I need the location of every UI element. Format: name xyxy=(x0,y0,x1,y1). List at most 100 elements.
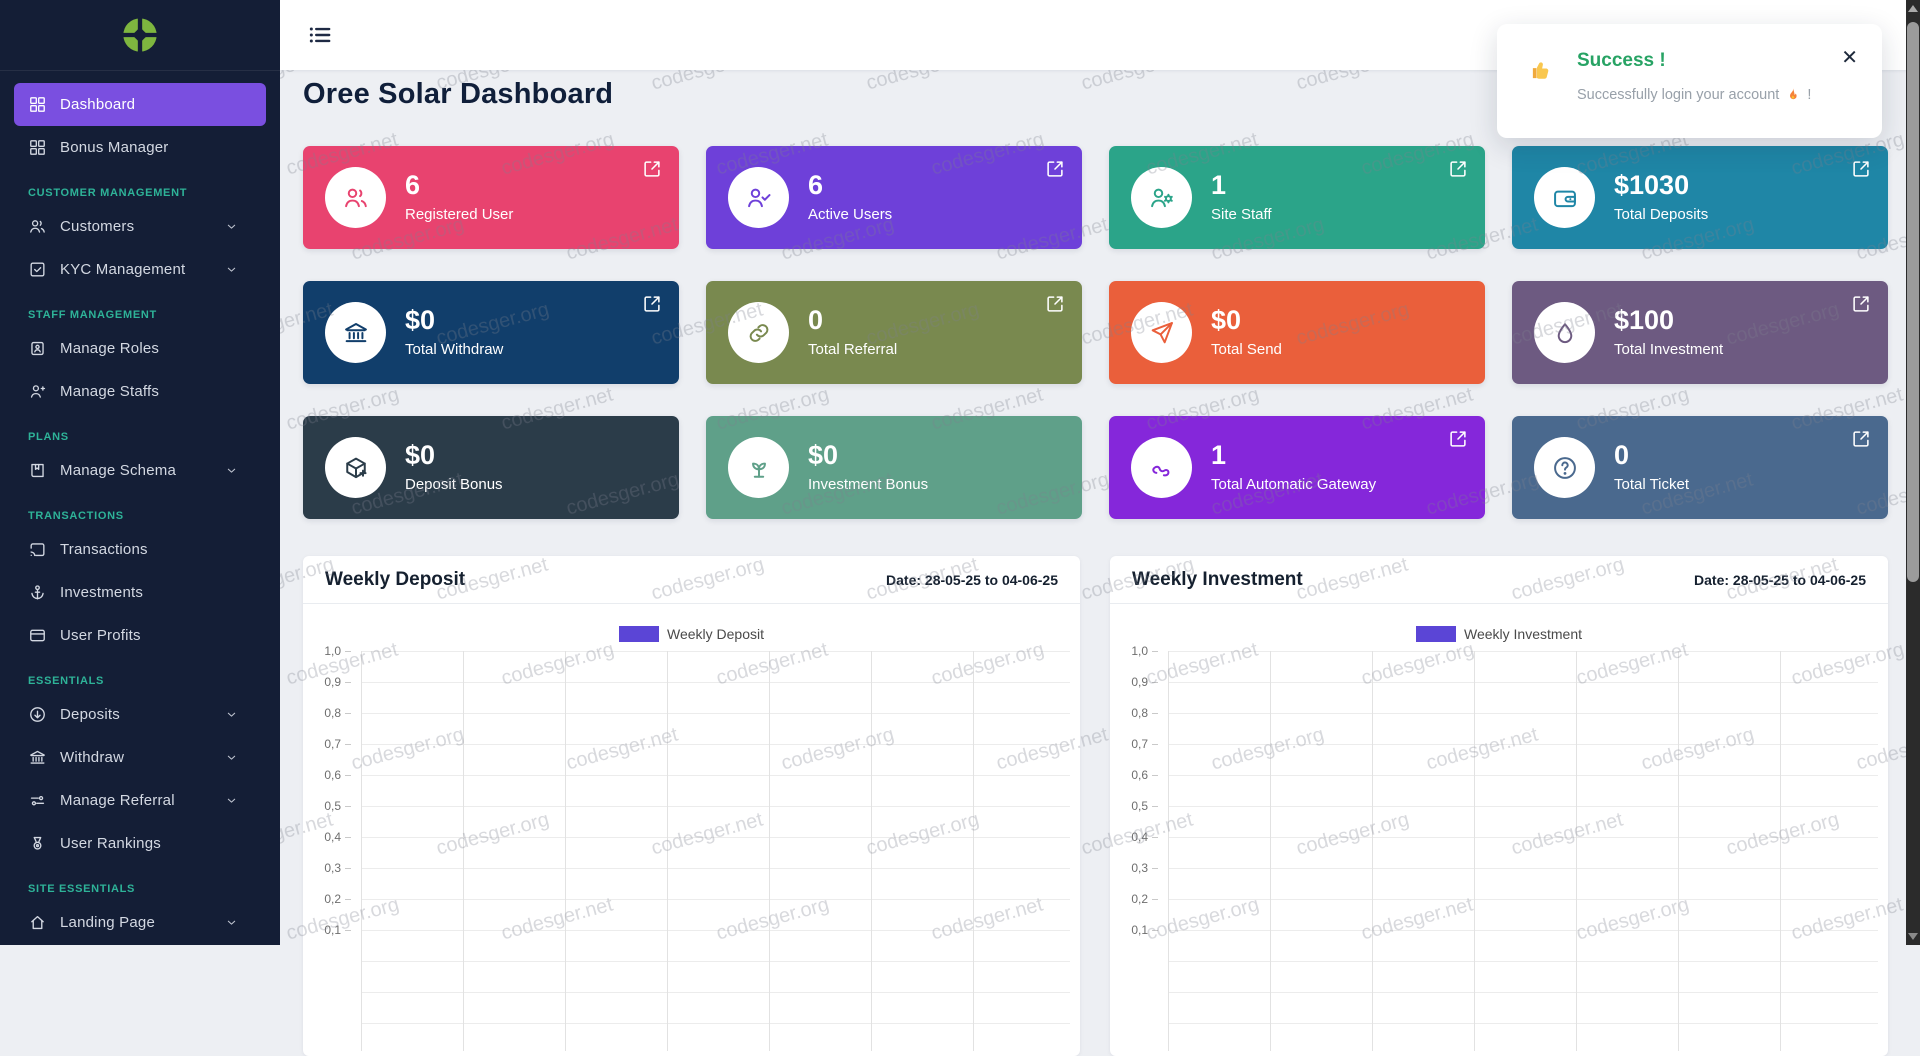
stat-card-total-send: $0 Total Send xyxy=(1109,281,1485,384)
chevron-down-icon xyxy=(227,798,236,803)
cast-icon xyxy=(30,543,45,557)
wallet-icon xyxy=(1553,190,1576,207)
toast-close-button[interactable]: ✕ xyxy=(1841,47,1858,69)
stat-card-value: $0 xyxy=(1211,305,1242,335)
sidebar-item-deposits[interactable]: Deposits xyxy=(14,693,266,736)
stat-card-icon-circle xyxy=(1534,302,1595,363)
y-axis-tick: 0,3 xyxy=(1114,861,1158,875)
user-check-icon xyxy=(747,188,770,207)
stat-cards-grid: 6 Registered User 6 Active Users 1 Site Staff… xyxy=(303,146,1888,519)
stat-card-label: Total Automatic Gateway xyxy=(1211,476,1377,493)
home-icon xyxy=(31,915,44,930)
y-axis-tick: 0,4 xyxy=(1114,830,1158,844)
stat-card-value: 1 xyxy=(1211,170,1227,200)
y-axis-tick: 0,8 xyxy=(1114,706,1158,720)
check-square-icon xyxy=(30,262,45,277)
external-link-button[interactable] xyxy=(1850,428,1872,450)
chart-legend[interactable]: Weekly Investment xyxy=(1110,626,1888,642)
page-scrollbar xyxy=(1906,0,1920,945)
sidebar-item-label: User Rankings xyxy=(60,835,161,852)
chart-panel-weekly-investment: Weekly Investment Date: 28-05-25 to 04-06… xyxy=(1110,556,1888,1056)
sidebar-item-kyc-management[interactable]: KYC Management xyxy=(14,248,266,291)
external-link-button[interactable] xyxy=(1850,293,1872,315)
success-toast: Success ! Successfully login your accoun… xyxy=(1497,24,1882,138)
sidebar-item-transactions[interactable]: Transactions xyxy=(14,528,266,571)
link-icon xyxy=(749,323,768,342)
stat-card-label: Active Users xyxy=(808,206,893,223)
sidebar-item-user-profits[interactable]: User Profits xyxy=(14,614,266,657)
sidebar-item-manage-referral[interactable]: Manage Referral xyxy=(14,779,266,822)
stat-card-site-staff: 1 Site Staff xyxy=(1109,146,1485,249)
stat-card-value: $0 xyxy=(405,440,436,470)
y-axis-tick: 0,8 xyxy=(307,706,351,720)
sidebar-item-label: User Profits xyxy=(60,627,141,644)
oree-solar-logo xyxy=(120,15,160,55)
medal-icon xyxy=(33,836,42,850)
sidebar-item-bonus-manager[interactable]: Bonus Manager xyxy=(14,126,266,169)
arrow-down-circle-icon xyxy=(30,707,45,722)
legend-swatch xyxy=(618,626,659,642)
external-link-button[interactable] xyxy=(641,293,663,315)
sidebar-item-manage-staffs[interactable]: Manage Staffs xyxy=(14,370,266,413)
stat-card-registered-user: 6 Registered User xyxy=(303,146,679,249)
chart-date-range: Date: 28-05-25 to 04-06-25 xyxy=(1694,571,1866,588)
bank-icon xyxy=(30,750,45,764)
sidebar-item-label: Manage Schema xyxy=(60,462,177,479)
external-link-icon xyxy=(1047,161,1063,177)
user-gear-icon xyxy=(1150,188,1173,207)
external-link-button[interactable] xyxy=(1850,158,1872,180)
sidebar-item-withdraw[interactable]: Withdraw xyxy=(14,736,266,779)
menu-toggle-button[interactable] xyxy=(305,20,335,50)
sidebar-item-user-rankings[interactable]: User Rankings xyxy=(14,822,266,865)
stat-card-value: 6 xyxy=(405,170,421,200)
main-content: Oree Solar Dashboard 6 Registered User 6 Ac… xyxy=(280,0,1920,1056)
logo[interactable] xyxy=(0,0,280,71)
external-link-icon xyxy=(1450,431,1466,447)
scrollbar-down-arrow-icon[interactable] xyxy=(1908,933,1918,940)
external-link-button[interactable] xyxy=(641,158,663,180)
grid-icon xyxy=(30,140,45,155)
sidebar-item-dashboard[interactable]: Dashboard xyxy=(14,83,266,126)
scrollbar-up-arrow-icon[interactable] xyxy=(1908,5,1918,12)
sidebar-item-investments[interactable]: Investments xyxy=(14,571,266,614)
stat-card-value: $1030 xyxy=(1614,170,1690,200)
stat-card-value: $0 xyxy=(808,440,839,470)
sidebar: Dashboard Bonus Manager CUSTOMER MANAGEMEN… xyxy=(0,0,280,945)
chart-header: Weekly Investment Date: 28-05-25 to 04-06… xyxy=(1110,556,1888,604)
chart-legend[interactable]: Weekly Deposit xyxy=(303,626,1080,642)
stat-card-icon-circle xyxy=(728,167,789,228)
sidebar-item-landing-page[interactable]: Landing Page xyxy=(14,901,266,944)
toast-message-text: Successfully login your account xyxy=(1577,87,1780,103)
stat-card-icon-circle xyxy=(325,437,386,498)
bank-icon xyxy=(344,322,367,342)
stat-card-label: Total Investment xyxy=(1614,341,1724,358)
stat-card-total-referral: 0 Total Referral xyxy=(706,281,1082,384)
users-icon xyxy=(30,220,45,233)
external-link-button[interactable] xyxy=(1447,158,1469,180)
external-link-icon xyxy=(1047,296,1063,312)
sidebar-item-manage-schema[interactable]: Manage Schema xyxy=(14,449,266,492)
stat-card-total-investment: $100 Total Investment xyxy=(1512,281,1888,384)
stat-card-value: 0 xyxy=(1614,440,1630,470)
y-axis-tick: 0,1 xyxy=(307,923,351,937)
chart-plot-area xyxy=(361,651,1070,1051)
stat-card-info: 0 Total Referral xyxy=(808,281,897,384)
sidebar-item-customers[interactable]: Customers xyxy=(14,205,266,248)
scrollbar-thumb[interactable] xyxy=(1907,22,1919,582)
chevron-down-icon xyxy=(227,712,236,717)
fire-icon xyxy=(1790,88,1797,100)
sidebar-section-transactions: TRANSACTIONS xyxy=(28,510,124,522)
legend-label: Weekly Deposit xyxy=(666,626,764,642)
sidebar-item-label: Landing Page xyxy=(60,914,155,931)
oree-solar-logo-icon xyxy=(120,15,160,55)
external-link-button[interactable] xyxy=(1044,158,1066,180)
stat-card-label: Total Referral xyxy=(808,341,898,358)
external-link-icon xyxy=(644,296,660,312)
external-link-button[interactable] xyxy=(1447,428,1469,450)
charts-row: Weekly Deposit Date: 28-05-25 to 04-06-25… xyxy=(303,556,1888,1056)
stat-card-label: Total Ticket xyxy=(1614,476,1690,493)
external-link-button[interactable] xyxy=(1044,293,1066,315)
external-link-icon xyxy=(1450,161,1466,177)
stat-card-info: $1030 Total Deposits xyxy=(1614,146,1708,249)
sidebar-item-manage-roles[interactable]: Manage Roles xyxy=(14,327,266,370)
